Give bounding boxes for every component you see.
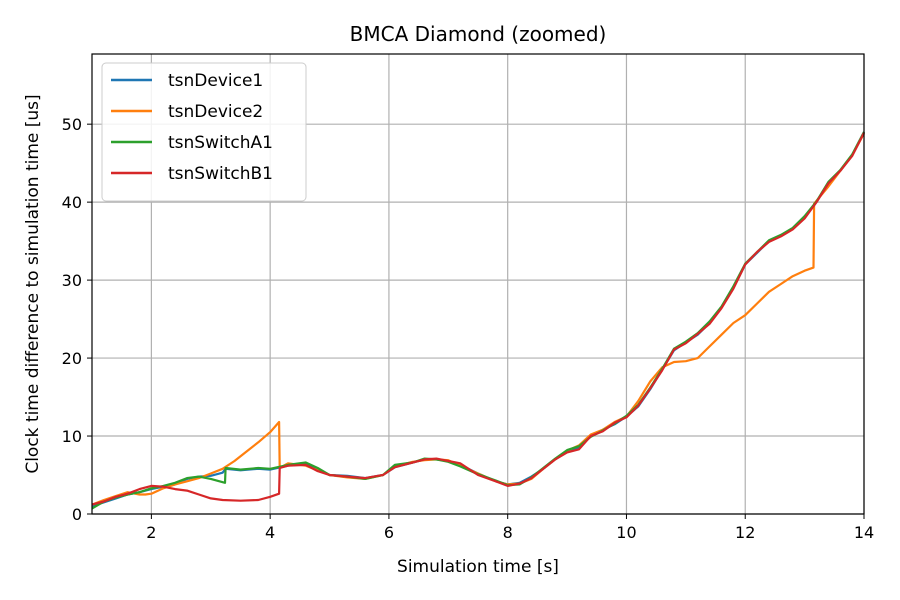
y-tick-label: 30 [62, 271, 82, 290]
y-tick-label: 40 [62, 193, 82, 212]
y-tick-label: 0 [72, 505, 82, 524]
legend-box [101, 62, 307, 202]
y-tick-label: 20 [62, 349, 82, 368]
x-tick-label: 10 [616, 523, 636, 542]
y-tick-label: 50 [62, 115, 82, 134]
x-tick-label: 6 [384, 523, 394, 542]
legend-label: tsnSwitchA1 [168, 133, 273, 153]
series-layer [91, 131, 865, 510]
legend-label: tsnDevice2 [168, 102, 263, 122]
x-tick-label: 12 [735, 523, 755, 542]
legend-label: tsnSwitchB1 [168, 164, 273, 184]
chart-title: BMCA Diamond (zoomed) [350, 22, 607, 46]
x-tick-label: 2 [146, 523, 156, 542]
y-axis-label: Clock time difference to simulation time… [23, 94, 43, 473]
series-line-tsnSwitchB1 [91, 132, 865, 506]
legend: tsnDevice1 tsnDevice2 tsnSwitchA1 tsnSwitch… [101, 62, 307, 202]
grid [92, 54, 865, 515]
x-tick-label: 4 [265, 523, 275, 542]
x-tick-label: 14 [854, 523, 874, 542]
axis-ticks: 2 4 6 8 10 12 14 0 10 20 30 40 50 [62, 115, 875, 542]
y-tick-label: 10 [62, 427, 82, 446]
plot-frame [91, 53, 865, 515]
x-tick-label: 8 [503, 523, 513, 542]
x-axis-label: Simulation time [s] [397, 557, 559, 577]
legend-label: tsnDevice1 [168, 71, 263, 91]
